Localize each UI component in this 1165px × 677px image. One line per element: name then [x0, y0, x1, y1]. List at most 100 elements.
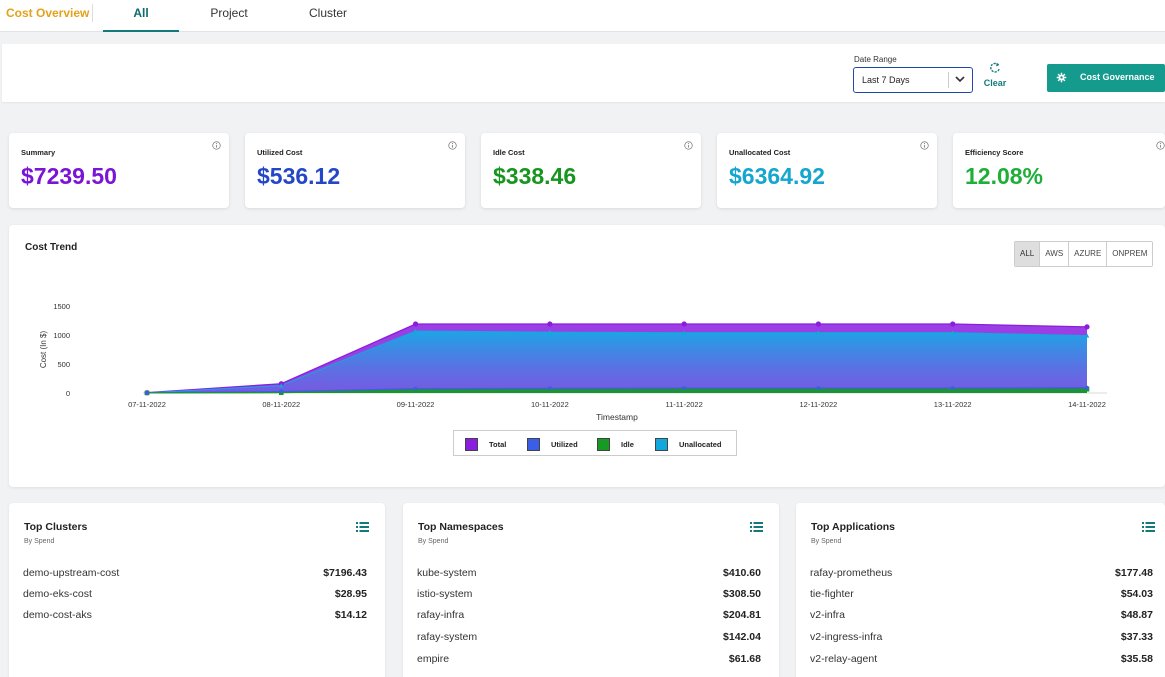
card-label: Unallocated Cost: [729, 148, 791, 157]
point-utilized: [816, 386, 821, 391]
top-applications-card: Top Applications By Spend rafay-promethe…: [796, 503, 1165, 677]
list-item[interactable]: v2-relay-agent $35.58: [810, 653, 1153, 667]
info-icon[interactable]: [684, 141, 693, 150]
info-icon[interactable]: [448, 141, 457, 150]
point-utilized: [145, 390, 149, 395]
tab-project[interactable]: Project: [210, 6, 248, 20]
point-utilized: [279, 389, 284, 394]
card-value: $338.46: [493, 163, 577, 189]
item-name: tie-fighter: [810, 588, 854, 600]
point-total: [950, 321, 956, 327]
item-amount: $308.50: [723, 588, 761, 600]
item-name: rafay-infra: [417, 609, 465, 621]
cloud-filter-all[interactable]: ALL: [1015, 242, 1041, 266]
area-idle: [147, 389, 1087, 393]
select-divider: [948, 72, 949, 88]
y-tick-label: 0: [66, 389, 70, 398]
card-label: Efficiency Score: [965, 148, 1024, 157]
item-amount: $61.68: [728, 653, 761, 665]
cost-trend-title: Cost Trend: [25, 242, 78, 253]
list-item[interactable]: demo-upstream-cost $7196.43: [23, 567, 367, 581]
clear-button[interactable]: Clear: [982, 62, 1008, 92]
tab-cluster[interactable]: Cluster: [308, 6, 347, 20]
info-icon[interactable]: [920, 141, 929, 150]
item-amount: $37.33: [1120, 631, 1153, 643]
item-name: istio-system: [417, 588, 473, 600]
card-value: $536.12: [257, 163, 341, 189]
point-unallocated: [1084, 333, 1090, 338]
point-unallocated: [950, 330, 956, 335]
list-icon[interactable]: [356, 522, 369, 532]
card-subtitle: By Spend: [811, 538, 842, 545]
list-item[interactable]: tie-fighter $54.03: [810, 588, 1153, 602]
list-item[interactable]: demo-eks-cost $28.95: [23, 588, 367, 602]
list-item[interactable]: v2-infra $48.87: [810, 609, 1153, 623]
summary-card: Summary $7239.50: [9, 133, 229, 208]
card-value: $6364.92: [729, 163, 825, 189]
date-range-select[interactable]: Last 7 Days: [853, 67, 973, 93]
date-range-label: Date Range: [854, 55, 897, 64]
x-tick-label: 13-11-2022: [934, 400, 972, 409]
info-icon[interactable]: [1156, 141, 1165, 150]
info-icon[interactable]: [212, 141, 221, 150]
item-name: demo-cost-aks: [23, 609, 92, 621]
list-item[interactable]: rafay-infra $204.81: [417, 609, 761, 623]
line-idle: [146, 388, 1088, 394]
point-unallocated: [413, 328, 418, 333]
card-label: Summary: [21, 148, 56, 157]
legend-label: Total: [489, 440, 507, 449]
point-unallocated: [681, 330, 687, 335]
cost-trend-chart: 0 500 1000 1500 Cost (In $) 07-11-2022 08-11-2…: [39, 302, 1107, 422]
x-tick-label: 08-11-2022: [262, 400, 300, 409]
list-item[interactable]: rafay-system $142.04: [417, 631, 761, 645]
legend-swatch: [527, 438, 540, 451]
y-tick-label: 500: [57, 360, 70, 369]
chart-legend: Total Utilized Idle Unallocated: [453, 430, 737, 456]
legend-label: Unallocated: [679, 440, 722, 449]
list-item[interactable]: empire $61.68: [417, 653, 761, 667]
point-total: [1084, 324, 1090, 330]
list-item[interactable]: istio-system $308.50: [417, 588, 761, 602]
cloud-filter-onprem[interactable]: ONPREM: [1107, 242, 1153, 266]
top-nav-bar: Cost Overview All Project Cluster: [0, 0, 1165, 32]
gear-icon: [1056, 72, 1067, 83]
card-label: Idle Cost: [493, 148, 525, 157]
card-title: Top Namespaces: [418, 521, 504, 533]
x-tick-label: 11-11-2022: [666, 400, 703, 409]
item-amount: $177.48: [1115, 567, 1153, 579]
item-amount: $35.58: [1120, 653, 1153, 665]
item-amount: $410.60: [723, 567, 761, 579]
list-item[interactable]: rafay-prometheus $177.48: [810, 567, 1153, 581]
top-namespaces-card: Top Namespaces By Spend kube-system $410.…: [403, 503, 779, 677]
list-icon[interactable]: [1142, 522, 1155, 532]
x-tick-label: 12-11-2022: [800, 400, 838, 409]
list-icon[interactable]: [750, 522, 763, 532]
page-title: Cost Overview: [6, 6, 90, 20]
y-tick-label: 1000: [53, 331, 70, 340]
item-amount: $204.81: [723, 609, 761, 621]
item-amount: $54.03: [1120, 588, 1153, 600]
list-item[interactable]: kube-system $410.60: [417, 567, 761, 581]
date-range-value: Last 7 Days: [862, 75, 910, 85]
list-item[interactable]: v2-ingress-infra $37.33: [810, 631, 1153, 645]
cost-governance-button[interactable]: Cost Governance: [1047, 64, 1165, 92]
point-total: [815, 321, 822, 327]
list-item[interactable]: demo-cost-aks $14.12: [23, 609, 367, 623]
cloud-filter-azure[interactable]: AZURE: [1069, 242, 1108, 266]
point-total: [681, 321, 687, 327]
area-unallocated: [147, 330, 1087, 393]
cloud-filter-group: ALL AWS AZURE ONPREM: [1014, 241, 1154, 267]
card-title: Top Clusters: [24, 521, 88, 533]
chevron-down-icon: [955, 76, 965, 83]
tab-all[interactable]: All: [103, 6, 179, 32]
point-total: [412, 321, 419, 327]
x-tick-label: 14-11-2022: [1068, 400, 1106, 409]
item-name: v2-relay-agent: [810, 653, 878, 665]
y-axis-label: Cost (In $): [39, 330, 48, 368]
cloud-filter-aws[interactable]: AWS: [1040, 242, 1070, 266]
point-utilized: [950, 386, 955, 391]
legend-swatch: [465, 438, 478, 451]
line-utilized: [146, 387, 1088, 394]
card-value: 12.08%: [965, 163, 1044, 189]
point-total: [547, 321, 553, 327]
